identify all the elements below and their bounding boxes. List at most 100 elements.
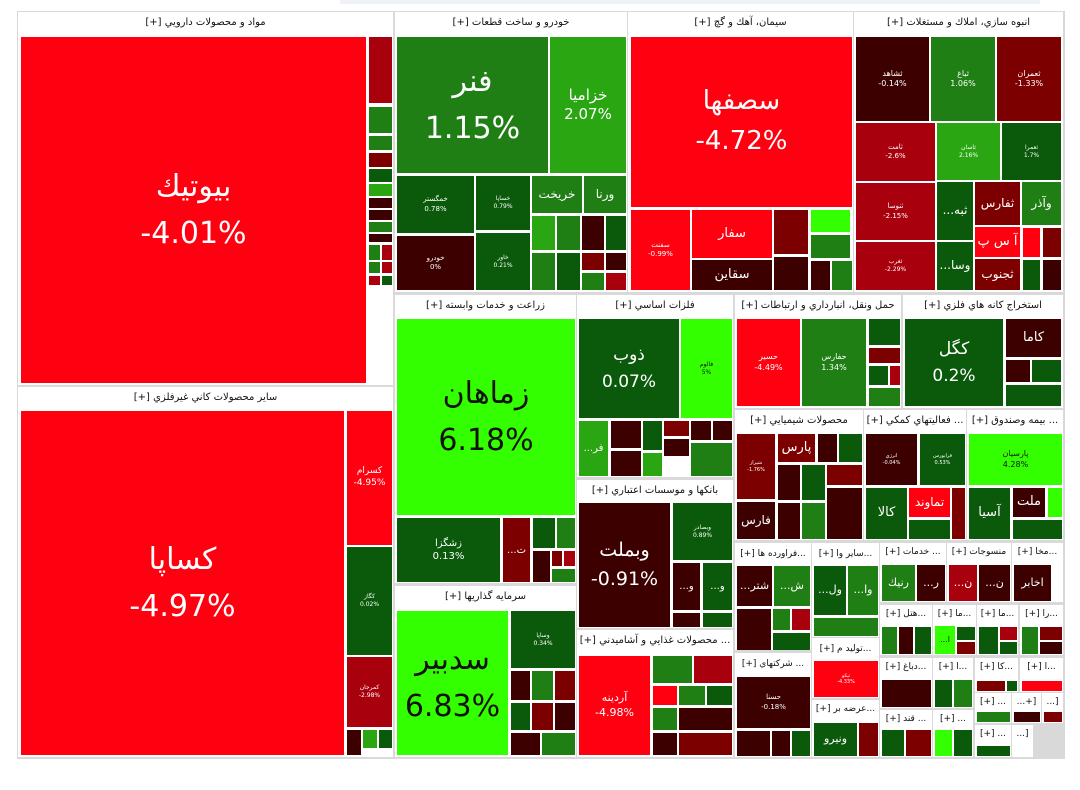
stock-tile[interactable]: خاور 0.21%: [476, 233, 530, 290]
stock-tile[interactable]: [582, 273, 604, 290]
stock-tile[interactable]: فالوم 5%: [681, 319, 732, 418]
sector-header[interactable]: ...هتل [+]: [885, 609, 927, 619]
stock-tile[interactable]: [814, 618, 878, 636]
stock-tile[interactable]: [382, 245, 392, 260]
stock-tile[interactable]: [935, 730, 952, 756]
stock-tile[interactable]: ثعمرا 1.7%: [1002, 123, 1061, 180]
stock-tile[interactable]: [774, 257, 808, 290]
stock-tile[interactable]: [533, 518, 555, 548]
sector-header[interactable]: ...مخا [+]: [1017, 547, 1058, 557]
stock-tile[interactable]: اخابر: [1014, 565, 1051, 601]
stock-tile[interactable]: كگل 0.2%: [905, 319, 1003, 406]
stock-tile[interactable]: حسنا -0.18%: [737, 677, 810, 728]
stock-tile[interactable]: ...فر: [579, 421, 608, 476]
sector-header[interactable]: [...: [1046, 697, 1059, 707]
sector-header[interactable]: ... [+]: [979, 697, 1006, 707]
stock-tile[interactable]: [954, 730, 972, 756]
stock-tile[interactable]: [382, 262, 392, 273]
stock-tile[interactable]: [772, 731, 790, 756]
sector-header[interactable]: فلزات اساسي [+]: [615, 300, 695, 311]
stock-tile[interactable]: [653, 733, 677, 755]
stock-tile[interactable]: [1000, 627, 1017, 640]
sector-header[interactable]: ...توليد م [+]: [819, 644, 872, 654]
stock-tile[interactable]: [542, 733, 575, 755]
stock-tile[interactable]: [899, 627, 913, 654]
stock-tile[interactable]: پارسيان 4.28%: [969, 434, 1062, 485]
stock-tile[interactable]: [882, 730, 904, 756]
stock-tile[interactable]: ...ش: [774, 566, 810, 606]
stock-tile[interactable]: [906, 730, 931, 756]
stock-tile[interactable]: سقاين: [692, 260, 772, 290]
stock-tile[interactable]: خساپا 0.79%: [476, 176, 530, 230]
stock-tile[interactable]: [557, 216, 580, 250]
stock-tile[interactable]: [954, 680, 972, 707]
stock-tile[interactable]: ملت: [1013, 488, 1045, 517]
stock-tile[interactable]: كسرام -4.95%: [347, 411, 392, 545]
stock-tile[interactable]: [792, 731, 810, 756]
sector-header[interactable]: ... قند [+]: [885, 714, 927, 724]
stock-tile[interactable]: [679, 733, 732, 755]
stock-tile[interactable]: [869, 366, 888, 385]
stock-tile[interactable]: [1040, 627, 1062, 640]
stock-tile[interactable]: [511, 703, 530, 730]
stock-tile[interactable]: [369, 136, 392, 150]
stock-tile[interactable]: [818, 434, 837, 462]
sector-header[interactable]: ... بيمه وصندوق [+]: [971, 415, 1059, 426]
stock-tile[interactable]: [869, 348, 900, 363]
stock-tile[interactable]: [1043, 228, 1061, 257]
stock-tile[interactable]: [713, 421, 732, 440]
stock-tile[interactable]: [369, 245, 380, 260]
stock-tile[interactable]: سفار: [692, 210, 772, 258]
stock-tile[interactable]: [859, 723, 878, 756]
stock-tile[interactable]: [1006, 385, 1061, 406]
stock-tile[interactable]: [792, 609, 810, 630]
stock-tile[interactable]: ...وا: [848, 566, 878, 615]
stock-tile[interactable]: [977, 746, 1010, 756]
stock-tile[interactable]: [839, 434, 862, 462]
stock-tile[interactable]: [1032, 360, 1061, 382]
sector-header[interactable]: ...ما [+]: [980, 609, 1015, 619]
stock-tile[interactable]: زشگزا 0.13%: [397, 518, 500, 582]
stock-tile[interactable]: [827, 465, 862, 485]
stock-tile[interactable]: حسير -4.49%: [737, 319, 800, 406]
stock-tile[interactable]: [369, 262, 380, 273]
sector-header[interactable]: ... شركتهاي [+]: [741, 659, 805, 669]
sector-header[interactable]: ... فعاليتهاي كمكي [+]: [866, 415, 964, 426]
stock-tile[interactable]: [869, 319, 900, 345]
stock-tile[interactable]: [369, 210, 392, 220]
stock-tile[interactable]: [369, 222, 392, 232]
stock-tile[interactable]: [1006, 360, 1030, 382]
stock-tile[interactable]: آردينه -4.98%: [579, 656, 650, 755]
stock-tile[interactable]: [369, 37, 392, 103]
stock-tile[interactable]: [774, 210, 808, 254]
stock-tile[interactable]: تپكو -4.33%: [814, 661, 878, 697]
stock-tile[interactable]: ثغرب -2.29%: [856, 242, 935, 290]
sector-header[interactable]: استخراج كانه هاي فلزي [+]: [924, 300, 1042, 311]
stock-tile[interactable]: [369, 169, 392, 182]
sector-header[interactable]: ...عرضه بر [+]: [815, 704, 876, 714]
stock-tile[interactable]: كساپا -4.97%: [21, 411, 344, 755]
sector-header[interactable]: سيمان، آهك و گچ [+]: [694, 17, 787, 28]
stock-tile[interactable]: [532, 253, 555, 290]
stock-tile[interactable]: ثعمران -1.33%: [997, 37, 1061, 121]
stock-tile[interactable]: [532, 703, 553, 730]
stock-tile[interactable]: [909, 520, 950, 539]
stock-tile[interactable]: [552, 569, 575, 582]
stock-tile[interactable]: [890, 366, 900, 385]
sector-header[interactable]: ...فراورده ها [+]: [740, 549, 806, 559]
stock-tile[interactable]: ورنا: [584, 176, 626, 213]
sector-header[interactable]: خودرو و ساخت قطعات [+]: [452, 17, 570, 28]
stock-tile[interactable]: خودرو 0%: [397, 236, 474, 290]
stock-tile[interactable]: [369, 184, 392, 196]
stock-tile[interactable]: [1023, 260, 1040, 290]
stock-tile[interactable]: [369, 198, 392, 208]
stock-tile[interactable]: شيراز -1.76%: [737, 434, 775, 499]
sector-header[interactable]: ... [+]: [979, 729, 1006, 739]
stock-tile[interactable]: [555, 671, 575, 700]
stock-tile[interactable]: سصفها -4.72%: [631, 37, 852, 207]
stock-tile[interactable]: [379, 730, 392, 748]
stock-tile[interactable]: ثفارس: [975, 182, 1020, 225]
stock-tile[interactable]: زماهان 6.18%: [397, 319, 575, 515]
stock-tile[interactable]: [979, 627, 998, 654]
stock-tile[interactable]: [555, 703, 575, 730]
